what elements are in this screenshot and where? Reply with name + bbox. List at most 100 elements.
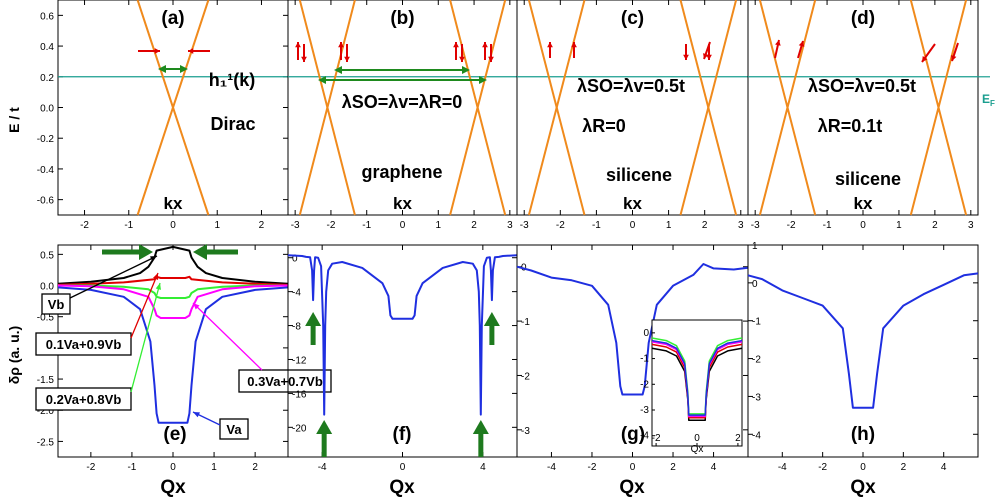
x-tick-label-b: 2 (471, 220, 477, 231)
mix3-pointer-head (193, 303, 200, 310)
y-tick-label-g: -2 (521, 371, 530, 382)
x-tick-label-e: 1 (211, 462, 217, 473)
x-tick-label-d: -1 (823, 220, 832, 231)
x-tick-label-e: 2 (252, 462, 258, 473)
panel-label: (a) (161, 8, 184, 29)
mix2-pointer-head (155, 283, 161, 290)
fermi-level-label: EF (982, 92, 995, 108)
band-line (298, 0, 356, 216)
mix3-label-text: 0.3Va+0.7Vb (247, 374, 323, 389)
spin-arrow-head (301, 56, 307, 62)
flow-arrow-left-head (139, 244, 153, 260)
x-tick-label-d: 3 (968, 220, 974, 231)
panel-label: (e) (163, 424, 186, 445)
x-tick-label-d: 2 (932, 220, 938, 231)
panel-b-material-label: graphene (361, 162, 442, 182)
panel-b-params-label: λSO=λv=λR=0 (342, 92, 463, 112)
nesting-arrow-b-outer-head (479, 76, 487, 84)
spin-arrow-head (188, 48, 194, 54)
panel-f: -4 0 4 -20 -16 -12 -8 -4 0 (f) (287, 244, 518, 473)
nesting-arrow-b-outer-head (318, 76, 326, 84)
x-tick-label-d: 0 (860, 220, 866, 231)
inset-series-line (651, 339, 743, 416)
mix1-label-box (35, 332, 132, 356)
x-tick-label-b: 3 (507, 220, 513, 231)
x-tick-label-a: 1 (214, 220, 220, 231)
band-line (758, 0, 817, 216)
band-line (136, 0, 210, 216)
x-tick-label-e: -2 (86, 462, 95, 473)
y-tick-label-e: -2.5 (37, 437, 55, 448)
mix2-label-box (35, 387, 132, 411)
panel-d-material-label: silicene (835, 169, 901, 189)
fermi-level-subscript: F (990, 99, 995, 108)
vb-pointer-head (150, 256, 157, 262)
x-tick-label-d: 1 (896, 220, 902, 231)
y-tick-label-h: 0 (752, 279, 758, 290)
x-tick-label-e: -1 (127, 462, 136, 473)
x-axis-label: kx (164, 194, 183, 213)
series-line (58, 284, 288, 299)
y-tick-label-h: -1 (752, 317, 761, 328)
y-tick-label-f: -20 (292, 423, 307, 434)
inset-y-tick-label: 0 (643, 328, 649, 339)
x-tick-label-h: 4 (941, 462, 947, 473)
y-tick-label-f: -8 (292, 322, 301, 333)
panel-a: -2 -1 0 1 2 -0.6 -0.4 -0.2 0.0 0.2 0.4 0.6 (a) kx (37, 0, 289, 231)
y-axis-label-bottom: δρ (a. u.) (6, 326, 22, 384)
x-tick-label-b: -2 (326, 220, 335, 231)
inset-y-tick-label: -2 (640, 379, 649, 390)
x-axis-label: kx (623, 194, 642, 213)
series-line (747, 272, 979, 409)
mix3-label-box (238, 369, 332, 393)
y-tick-label-g: -1 (521, 317, 530, 328)
y-tick-label-h: -3 (752, 392, 761, 403)
panel-d: -3 -2 -1 0 1 2 3 (d) kx (747, 0, 979, 231)
y-tick-label-h: -4 (752, 430, 761, 441)
spin-arrow-head (338, 42, 344, 48)
x-tick-label-a: -2 (80, 220, 89, 231)
spin-arrow-head (706, 54, 712, 60)
y-axis-label-top-text: E / t (6, 107, 22, 133)
panel-b: -3 -2 -1 0 1 2 3 (b) kx (287, 0, 518, 231)
x-tick-label-a: -1 (124, 220, 133, 231)
nesting-arrow-a-head (180, 65, 188, 73)
panel-label: (g) (621, 424, 645, 445)
mix1-pointer-head (153, 273, 159, 280)
band-line (679, 0, 738, 216)
panel-label: (f) (393, 424, 412, 445)
series-line (287, 254, 518, 416)
x-tick-label-g: -4 (547, 462, 556, 473)
y-tick-label-a: -0.2 (37, 134, 55, 145)
y-tick-label-a: 0.4 (40, 42, 54, 53)
inset-y-tick-label: -3 (640, 405, 649, 416)
x-tick-label-g: -2 (588, 462, 597, 473)
x-tick-label-b: 1 (436, 220, 442, 231)
spin-arrow-head (459, 56, 465, 62)
x-axis-label: Qx (389, 477, 415, 498)
mix3-pointer (192, 302, 263, 371)
spin-arrow-head (295, 42, 301, 48)
band-line (449, 0, 507, 216)
spin-arrow-head (154, 48, 160, 54)
spin-arrow-head (547, 42, 553, 48)
x-tick-label-b: -3 (291, 220, 300, 231)
x-tick-label-h: -4 (778, 462, 787, 473)
resonance-arrow-head (483, 312, 500, 326)
spin-arrow-head (453, 42, 459, 48)
y-tick-label-e: -1.5 (37, 375, 55, 386)
panel-a-hamiltonian-label: h₁¹(k) (209, 70, 255, 90)
nesting-arrow-b-inner-head (462, 66, 470, 74)
vb-label-text: Vb (48, 297, 65, 312)
y-tick-label-a: 0.0 (40, 104, 54, 115)
x-tick-label-c: -2 (556, 220, 565, 231)
x-axis-label: kx (854, 194, 873, 213)
x-tick-label-c: 1 (666, 220, 672, 231)
spin-arrow-head (683, 54, 689, 60)
y-tick-label-f: -16 (292, 389, 307, 400)
inset-y-tick-label: -4 (640, 431, 649, 442)
x-tick-label-a: 0 (170, 220, 176, 231)
x-tick-label-h: -2 (818, 462, 827, 473)
x-axis-label: kx (393, 194, 412, 213)
